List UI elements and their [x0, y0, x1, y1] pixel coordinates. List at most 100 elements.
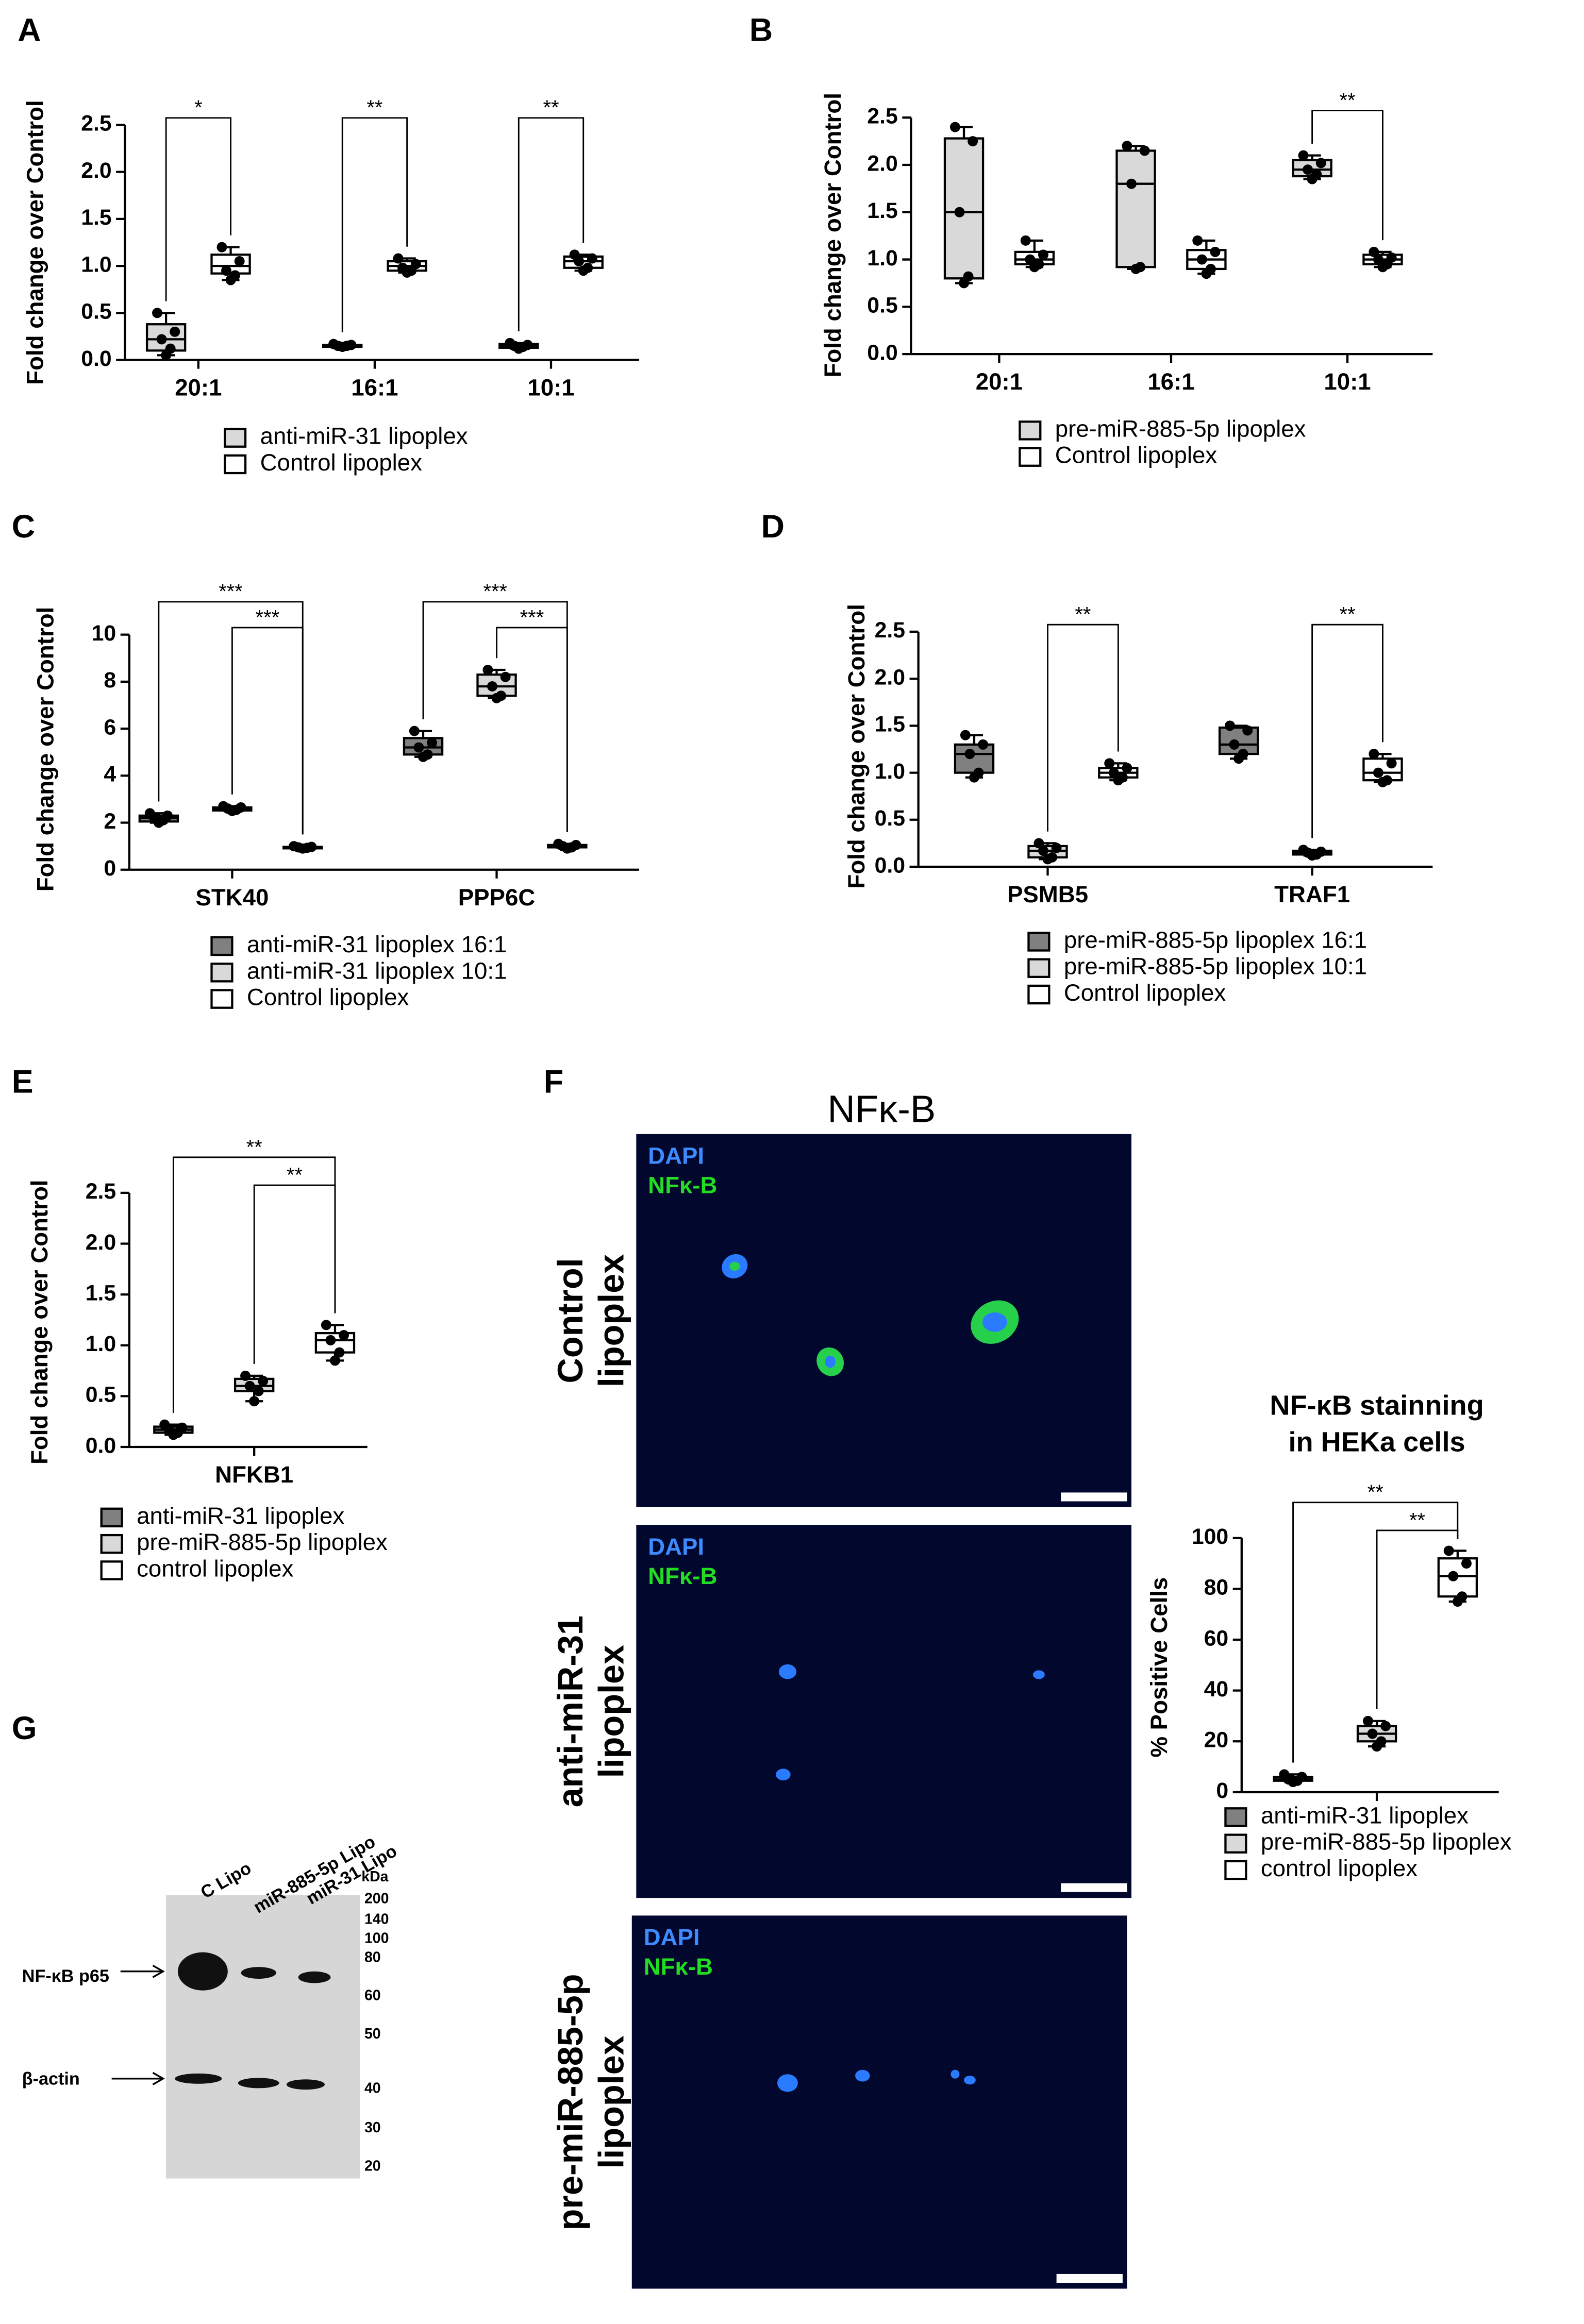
- legend-swatch: [210, 989, 234, 1009]
- data-point: [1307, 850, 1318, 861]
- significance-bracket: [158, 601, 304, 835]
- data-point: [244, 1380, 255, 1391]
- data-point: [156, 334, 167, 345]
- data-point: [513, 343, 524, 354]
- data-point: [1042, 854, 1053, 865]
- y-tick-label: 100: [1192, 1524, 1228, 1549]
- data-point: [1029, 262, 1040, 273]
- marker-label: 40: [364, 2080, 381, 2096]
- y-tick-label: 0.5: [86, 1383, 116, 1407]
- legend-label: pre-miR-885-5p lipoplex: [137, 1529, 388, 1555]
- row-label: anti-miR-31: [551, 1615, 590, 1807]
- cell-nucleus: [951, 2069, 960, 2079]
- band-arrow: [111, 2072, 165, 2085]
- y-tick-label: 0.5: [875, 806, 905, 831]
- significance-label: **: [1075, 603, 1091, 626]
- legend-swatch: [100, 1534, 123, 1554]
- significance-bracket: [231, 627, 304, 835]
- y-tick-label: 1.0: [867, 246, 897, 271]
- y-tick-label: 1.0: [86, 1332, 116, 1356]
- significance-label: ***: [483, 580, 507, 603]
- legend-label: pre-miR-885-5p lipoplex 16:1: [1064, 927, 1367, 953]
- x-tick-label: NFKB1: [215, 1461, 293, 1488]
- data-point: [329, 1355, 340, 1366]
- data-point: [1201, 268, 1212, 279]
- y-tick-label: 10: [92, 621, 116, 646]
- panel-letter: B: [749, 12, 773, 48]
- data-point: [1461, 1558, 1472, 1569]
- x-tick-label: STK40: [195, 884, 269, 911]
- significance-bracket: [253, 1184, 336, 1365]
- significance-bracket: [1376, 1529, 1459, 1710]
- legend-swatch: [210, 963, 234, 983]
- panel-letter: F: [544, 1064, 563, 1100]
- significance-label: **: [1409, 1509, 1425, 1531]
- data-point: [1122, 141, 1132, 151]
- cell-nucleus: [778, 1664, 797, 1679]
- chart-title: in HEKa cells: [1288, 1427, 1465, 1458]
- y-tick-label: 2.0: [867, 151, 897, 176]
- legend-swatch: [224, 454, 247, 475]
- data-point: [253, 1386, 264, 1396]
- blot-band: [241, 1967, 276, 1979]
- data-point: [968, 136, 978, 147]
- data-point: [152, 308, 162, 318]
- x-tick-label: 16:1: [1147, 368, 1194, 395]
- legend-swatch: [1019, 447, 1042, 467]
- significance-bracket: [1311, 109, 1383, 241]
- data-point: [337, 342, 348, 352]
- blot-band: [177, 1952, 228, 1991]
- data-point: [1020, 235, 1031, 246]
- marker-label: 20: [364, 2158, 381, 2174]
- legend-label: Control lipoplex: [260, 449, 423, 476]
- significance-bracket: [1311, 624, 1383, 838]
- data-point: [402, 267, 412, 278]
- significance-label: ***: [256, 606, 280, 629]
- marker-label: 50: [364, 2026, 381, 2042]
- data-point: [1288, 1777, 1298, 1788]
- legend-swatch: [100, 1560, 123, 1580]
- significance-label: **: [287, 1164, 303, 1187]
- data-point: [1369, 749, 1379, 760]
- data-point: [1051, 843, 1062, 853]
- data-point: [954, 207, 965, 217]
- data-point: [1369, 246, 1379, 257]
- significance-label: **: [543, 96, 559, 119]
- y-tick-label: 2.5: [867, 104, 897, 128]
- scale-bar: [1056, 2274, 1123, 2283]
- legend-swatch: [1224, 1860, 1247, 1880]
- data-point: [574, 256, 585, 266]
- blot-band: [286, 2079, 325, 2090]
- microscopy-image: [636, 1525, 1131, 1898]
- scale-bar: [1061, 1883, 1127, 1892]
- microscopy-image: [636, 1134, 1131, 1507]
- legend-label: pre-miR-885-5p lipoplex 10:1: [1064, 953, 1367, 980]
- panel-letter: E: [12, 1064, 34, 1100]
- data-point: [153, 817, 164, 828]
- significance-label: ***: [520, 606, 544, 629]
- data-point: [1033, 838, 1044, 849]
- data-point: [1038, 249, 1048, 260]
- microscopy-image: [631, 1915, 1127, 2289]
- data-point: [258, 1375, 269, 1386]
- data-point: [1126, 178, 1137, 189]
- x-tick-label: 10:1: [1324, 368, 1371, 395]
- x-tick-label: 16:1: [351, 375, 398, 401]
- data-point: [487, 681, 497, 692]
- data-point: [1233, 753, 1244, 764]
- y-tick-label: 0.5: [81, 299, 111, 324]
- marker-label: 100: [364, 1930, 389, 1947]
- data-point: [1452, 1596, 1463, 1607]
- significance-label: **: [366, 96, 382, 119]
- channel-label: NFκ-B: [644, 1953, 713, 1980]
- box: [943, 137, 985, 280]
- data-point: [418, 751, 428, 762]
- y-tick-label: 6: [104, 715, 116, 739]
- data-point: [1315, 158, 1326, 169]
- y-tick-label: 0.5: [867, 293, 897, 318]
- x-tick-label: 20:1: [976, 368, 1023, 395]
- data-point: [334, 1347, 345, 1358]
- x-tick-label: 20:1: [175, 375, 222, 401]
- significance-bracket: [341, 117, 408, 332]
